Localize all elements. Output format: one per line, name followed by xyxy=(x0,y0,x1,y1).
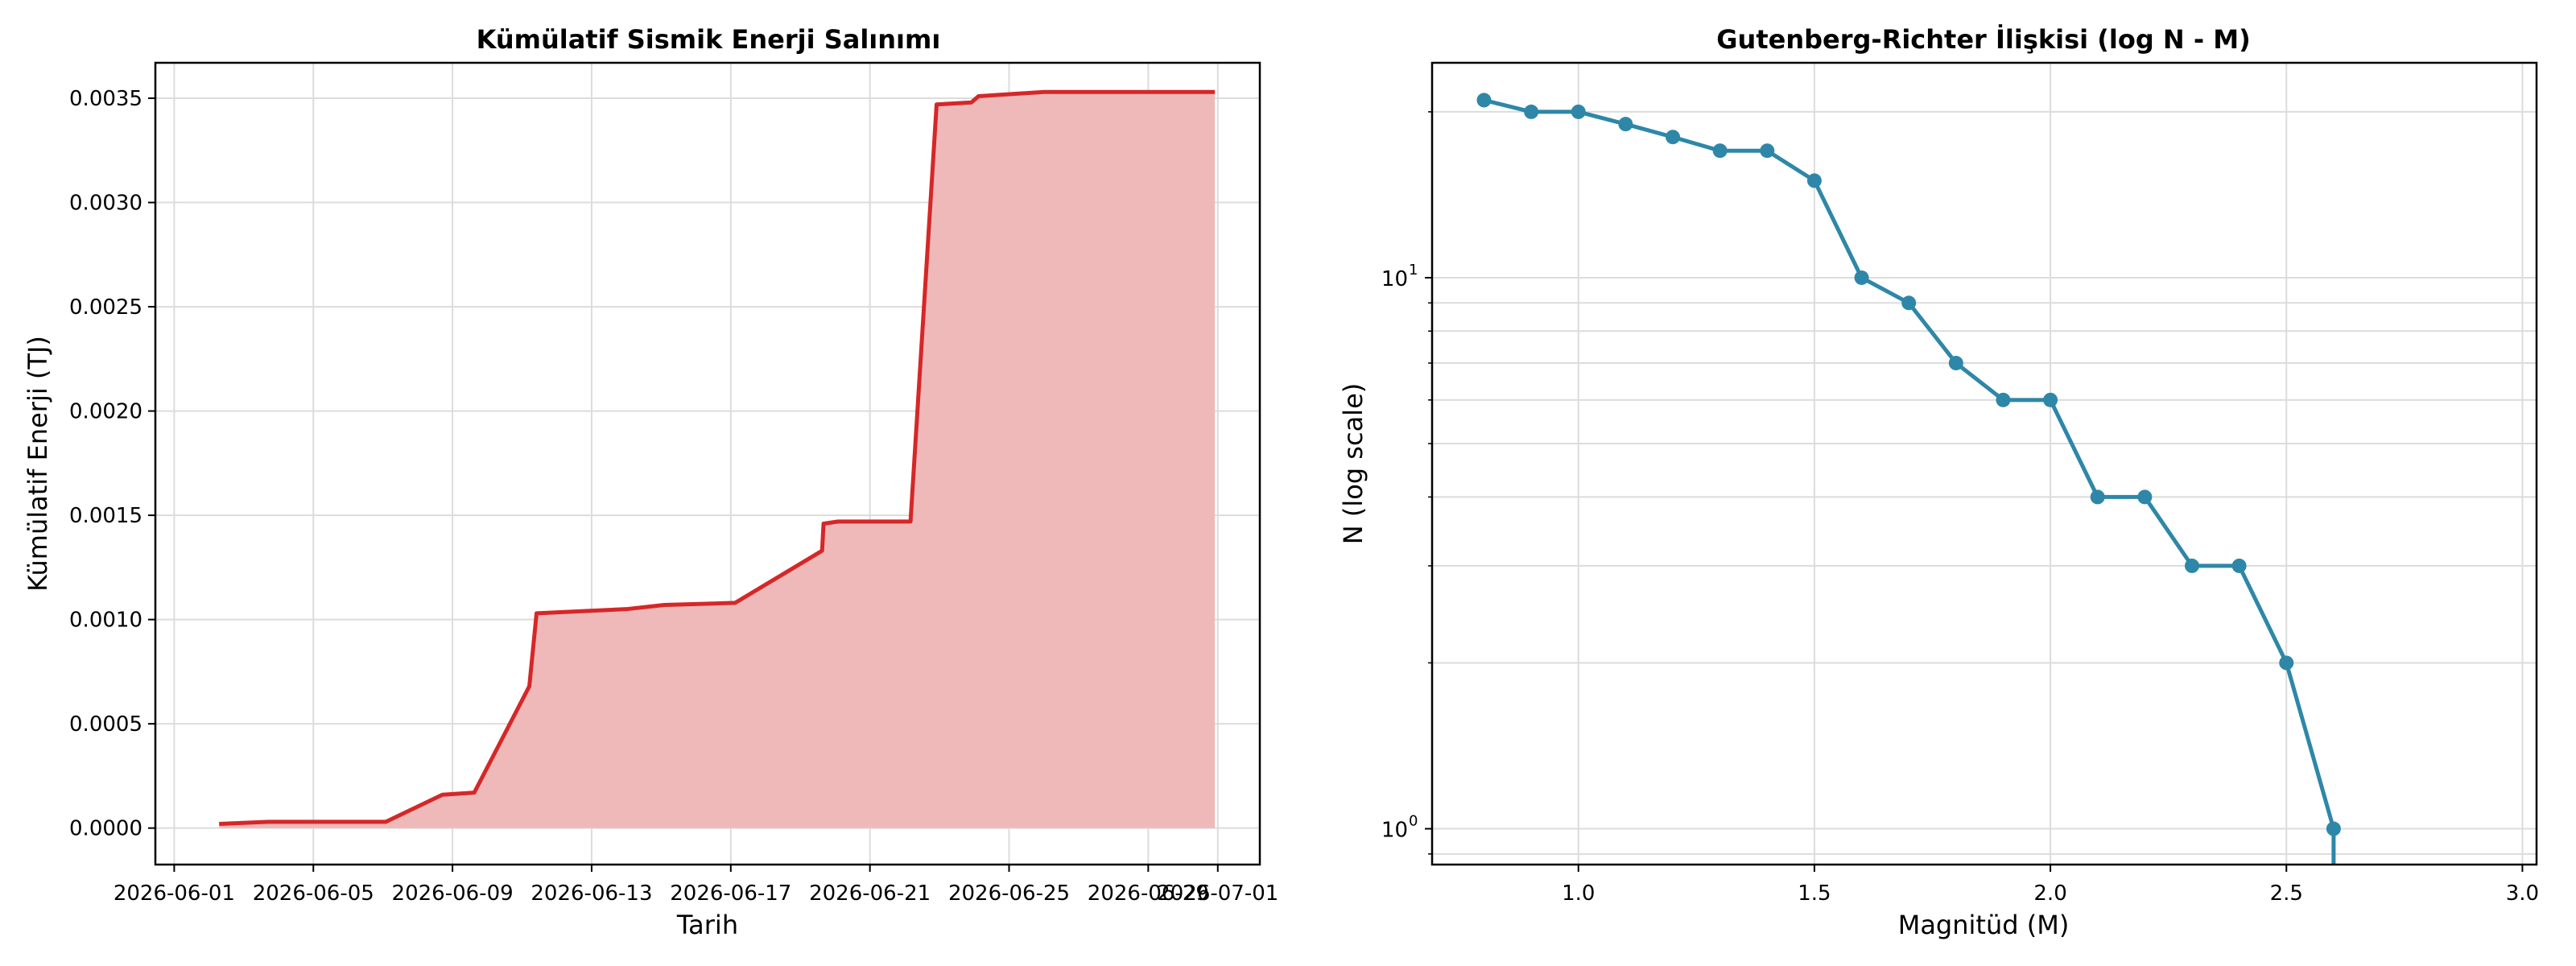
chart-title: Gutenberg-Richter İlişkisi (log N - M) xyxy=(1716,24,2250,55)
x-tick-label: 1.0 xyxy=(1562,881,1595,906)
y-tick-label: 0.0015 xyxy=(69,504,142,528)
data-point xyxy=(2090,489,2105,505)
x-tick-label: 2026-06-05 xyxy=(253,881,374,906)
axes-frame xyxy=(1430,61,2538,866)
area-fill xyxy=(219,92,1216,828)
x-tick-label: 2.0 xyxy=(2033,881,2066,906)
cumulative-energy-chart: Kümülatif Sismik Enerji Salınımı 2026-06… xyxy=(23,24,1278,940)
data-point xyxy=(2184,558,2199,573)
data-point xyxy=(2279,655,2294,671)
y-tick-label: 10 xyxy=(1381,267,1408,291)
axes-frame xyxy=(154,61,1261,866)
x-tick-label: 2026-06-21 xyxy=(809,881,931,906)
series-group xyxy=(1476,93,2341,865)
data-point xyxy=(1996,392,2011,407)
plot-area xyxy=(219,89,1216,828)
x-tick-label: 2.5 xyxy=(2270,881,2303,906)
gutenberg-richter-chart: Gutenberg-Richter İlişkisi (log N - M) 1… xyxy=(1338,24,2539,940)
x-tick-label: 2026-06-09 xyxy=(392,881,514,906)
series-line xyxy=(219,89,1216,826)
y-tick-label: 0.0005 xyxy=(69,712,142,737)
data-point xyxy=(1854,270,1869,285)
x-axis-label: Tarih xyxy=(676,910,738,940)
x-tick-label: 2026-06-25 xyxy=(948,881,1070,906)
data-point xyxy=(1524,104,1539,119)
data-point xyxy=(2137,489,2153,505)
data-point xyxy=(2231,558,2247,573)
x-tick-label: 2026-06-01 xyxy=(114,881,235,906)
data-point xyxy=(1476,93,1492,108)
data-point xyxy=(1901,295,1917,311)
x-tick-label: 2026-06-17 xyxy=(670,881,791,906)
data-point xyxy=(1712,143,1728,159)
x-tick-label: 2026-06-13 xyxy=(530,881,652,906)
y-axis-ticks: 0.0000 0.0005 0.0010 0.0015 0.0020 0.0025 0.00… xyxy=(69,87,155,841)
series-line xyxy=(1483,97,2336,865)
x-axis-ticks: 2026-06-01 2026-06-05 2026-06-09 2026-06-13… xyxy=(114,865,1278,906)
y-tick-exponent: 1 xyxy=(1409,262,1418,279)
y-axis-label: Kümülatif Enerji (TJ) xyxy=(23,336,53,592)
x-tick-label: 3.0 xyxy=(2506,881,2539,906)
x-tick-label: 2026-07-01 xyxy=(1157,881,1278,906)
grid xyxy=(1432,63,2537,865)
x-tick-label: 2026-06-29 xyxy=(1088,881,1209,906)
data-point xyxy=(1760,143,1775,159)
chart-title: Kümülatif Sismik Enerji Salınımı xyxy=(477,24,941,55)
y-tick-label: 0.0020 xyxy=(69,400,142,424)
plot-area xyxy=(1476,93,2341,865)
x-tick-label: 1.5 xyxy=(1798,881,1831,906)
data-point xyxy=(2043,392,2058,407)
x-axis-ticks: 1.0 1.5 2.0 2.5 3.0 xyxy=(1562,865,2539,906)
y-tick-label: 0.0025 xyxy=(69,295,142,320)
y-tick-label: 10 xyxy=(1381,819,1408,843)
y-tick-label: 0.0000 xyxy=(69,817,142,841)
y-tick-label: 0.0035 xyxy=(69,87,142,111)
y-tick-label: 0.0010 xyxy=(69,609,142,633)
data-point xyxy=(1948,356,1963,371)
y-tick-label: 0.0030 xyxy=(69,192,142,216)
data-point xyxy=(1618,117,1633,132)
x-axis-label: Magnitüd (M) xyxy=(1898,910,2070,940)
data-point xyxy=(2326,821,2341,836)
data-point xyxy=(1666,130,1681,145)
data-point xyxy=(1806,173,1822,188)
y-axis-label: N (log scale) xyxy=(1338,383,1368,544)
y-tick-exponent: 0 xyxy=(1409,813,1418,830)
data-point xyxy=(1571,104,1586,119)
